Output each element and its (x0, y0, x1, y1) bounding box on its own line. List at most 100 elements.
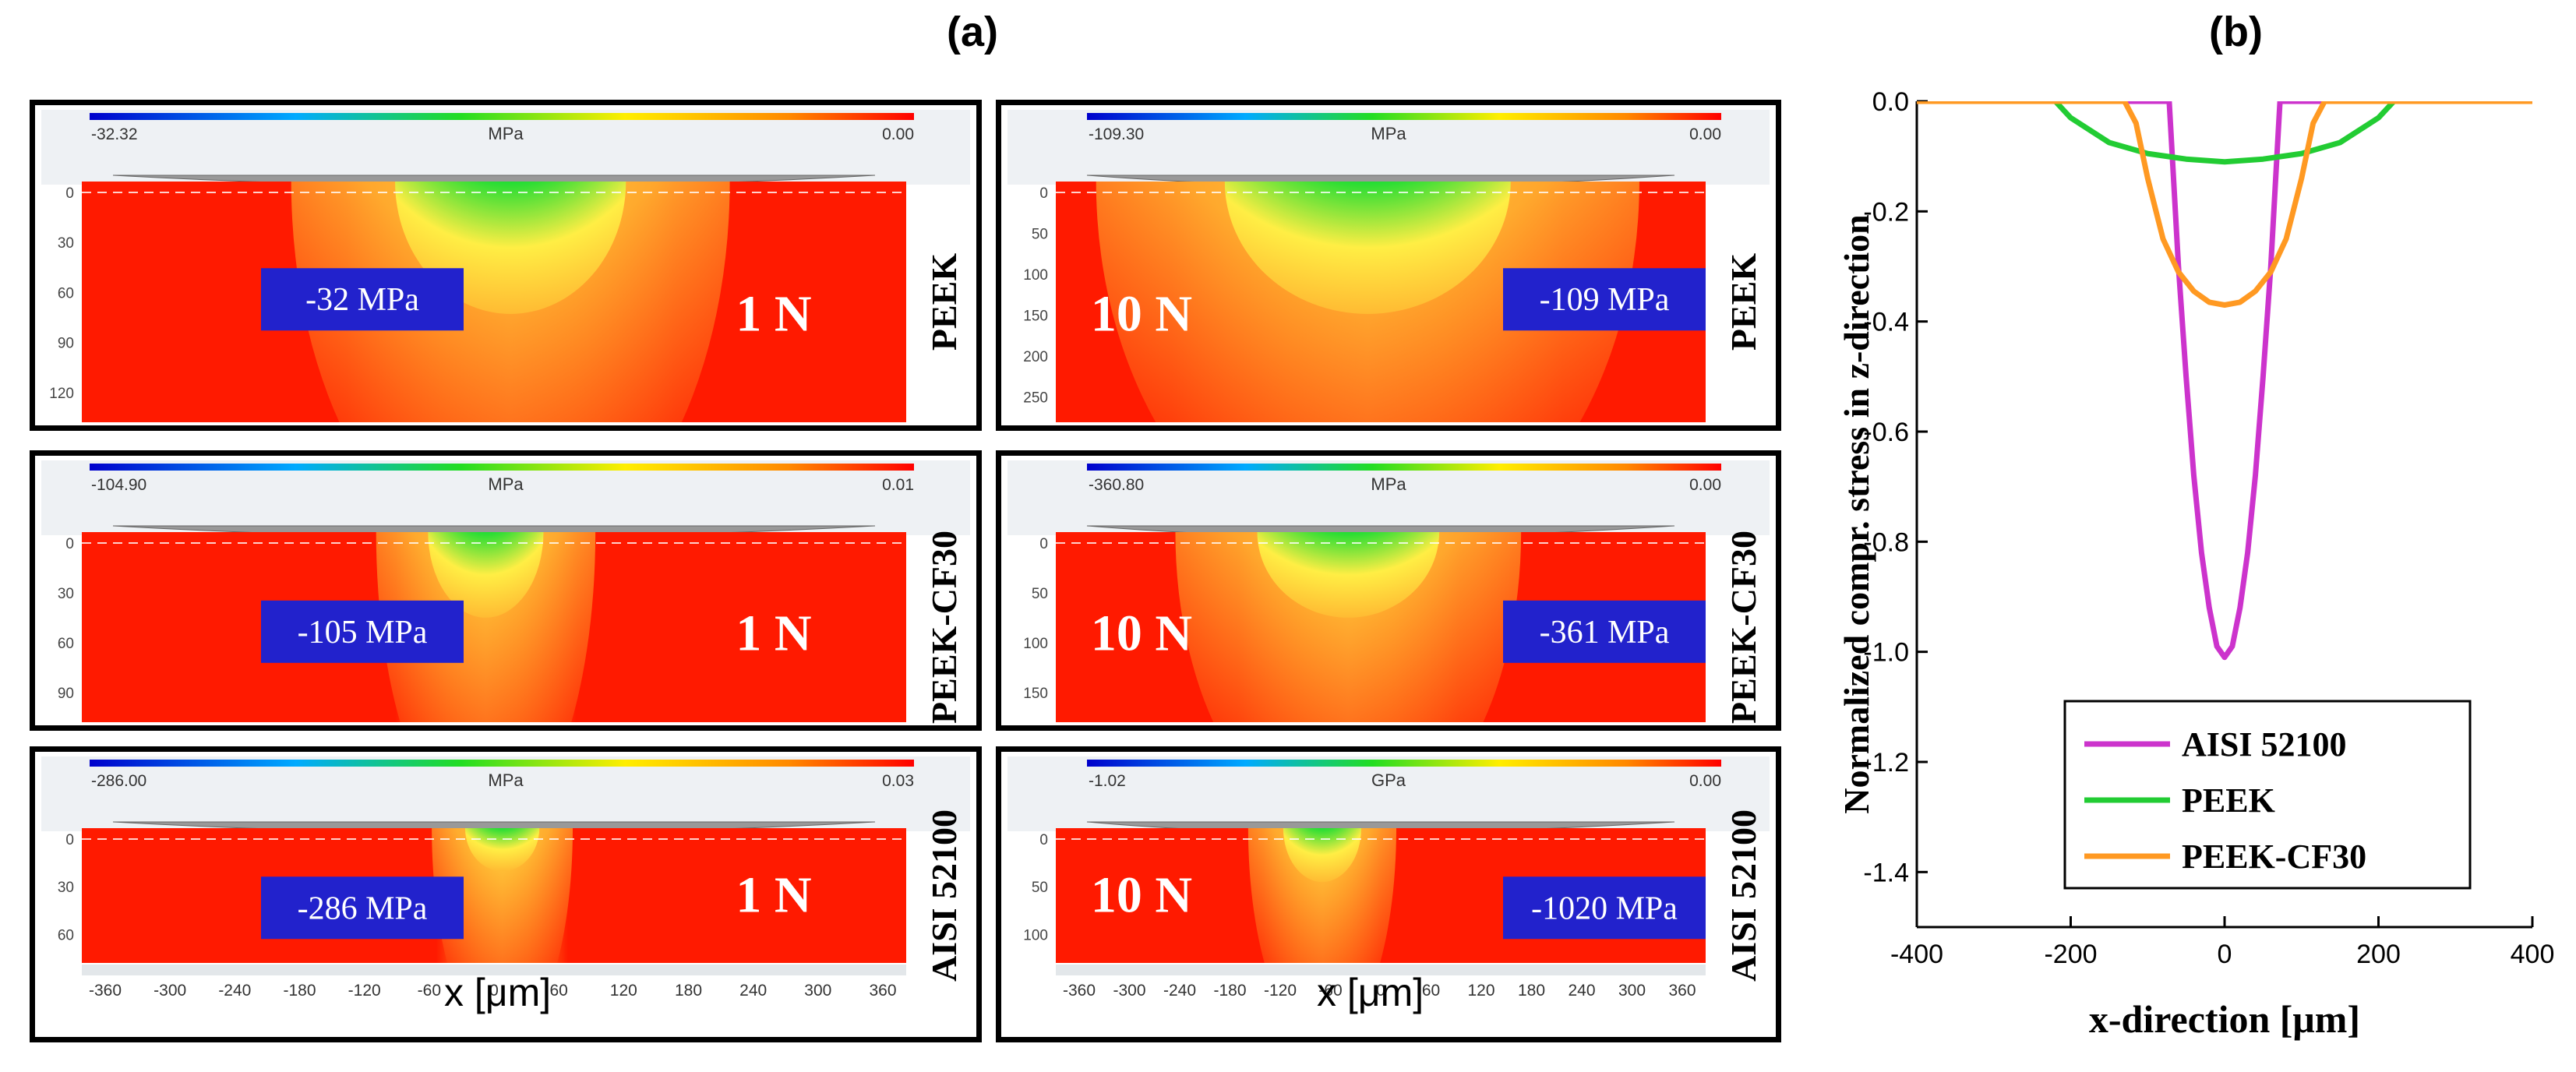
x-tick-label: 0 (1376, 982, 1385, 1000)
stress-label-box (1503, 876, 1706, 940)
depth-tick-label: 0 (65, 185, 74, 202)
x-tick-label: -240 (218, 982, 251, 1000)
colorbar-min-label: -1.02 (1089, 772, 1126, 790)
x-tick-label: 60 (549, 982, 567, 1000)
colorbar-max-label: 0.00 (882, 125, 914, 143)
stress-label: -1020 MPa (1531, 890, 1678, 926)
y-tick-label: -0.6 (1863, 418, 1909, 447)
x-tick-label: 180 (675, 982, 702, 1000)
colorbar-max-label: 0.01 (882, 476, 914, 494)
material-label: PEEK-CF30 (1724, 531, 1763, 724)
colorbar (90, 760, 914, 767)
depth-tick-label: 60 (58, 636, 74, 652)
colorbar-unit-label: MPa (488, 474, 524, 494)
fem-panel-5: -286.00 MPa 0.03 0 30 60 -360 -300 -240 -180 -120 -… (30, 746, 982, 1042)
x-tick-label: -60 (1318, 982, 1342, 1000)
x-tick-label: 360 (869, 982, 896, 1000)
depth-tick-label: 50 (1032, 586, 1048, 602)
depth-tick-label: 30 (58, 880, 74, 896)
x-tick-label: -120 (348, 982, 381, 1000)
stress-label: -109 MPa (1540, 282, 1670, 318)
x-tick-label: -400 (1890, 940, 1943, 969)
x-tick-label: 360 (1668, 982, 1696, 1000)
stress-label-box (1503, 268, 1706, 331)
load-label: 10 N (1091, 866, 1192, 923)
x-tick-label: 0 (2218, 940, 2232, 969)
colorbar-unit-label: MPa (1371, 124, 1406, 143)
depth-tick-label: 150 (1023, 686, 1048, 702)
y-tick-label: -1.2 (1863, 748, 1909, 778)
legend-entry: AISI 52100 (2182, 725, 2347, 763)
depth-tick-label: 60 (58, 285, 74, 302)
x-tick-label: -300 (1113, 982, 1145, 1000)
colorbar (90, 113, 914, 120)
load-label: 10 N (1091, 286, 1192, 343)
x-tick-label: -200 (2044, 940, 2097, 969)
depth-tick-label: 50 (1032, 880, 1048, 896)
x-tick-label: 240 (1568, 982, 1595, 1000)
x-tick-label: -120 (1264, 982, 1297, 1000)
x-tick-label: 0 (489, 982, 499, 1000)
stress-field (82, 182, 906, 422)
colorbar-min-label: -286.00 (91, 772, 146, 790)
x-tick-label: -360 (89, 982, 122, 1000)
load-label: 1 N (736, 605, 811, 661)
material-label: AISI 52100 (924, 809, 964, 982)
material-label: PEEK (924, 253, 964, 351)
stress-field (82, 828, 906, 963)
x-tick-label: 240 (739, 982, 767, 1000)
x-axis-label-right: x [μm] (1317, 971, 1424, 1014)
x-tick-label: 200 (2356, 940, 2401, 969)
depth-tick-label: 0 (1039, 832, 1048, 848)
colorbar (1087, 113, 1721, 120)
series-line-peek-cf30 (1917, 101, 2532, 308)
depth-tick-label: 60 (58, 927, 74, 943)
stress-field (82, 532, 906, 722)
depth-tick-label: 90 (58, 336, 74, 352)
x-tick-label: 400 (2511, 940, 2555, 969)
colorbar (1087, 464, 1721, 471)
y-tick-label: -0.2 (1863, 197, 1909, 227)
depth-tick-label: 200 (1023, 349, 1048, 365)
x-axis-label-left: x [μm] (444, 971, 552, 1014)
x-tick-label: 300 (804, 982, 831, 1000)
y-tick-label: -0.4 (1863, 308, 1909, 337)
load-label: 10 N (1091, 605, 1192, 661)
colorbar-unit-label: GPa (1371, 770, 1406, 790)
depth-tick-label: 250 (1023, 390, 1048, 407)
stress-label: -286 MPa (298, 890, 428, 926)
x-tick-label: -60 (418, 982, 441, 1000)
depth-tick-label: 50 (1032, 227, 1048, 243)
panel-label-a: (a) (947, 9, 998, 55)
stress-label-box (261, 600, 464, 663)
colorbar-unit-label: MPa (488, 124, 524, 143)
depth-tick-label: 100 (1023, 636, 1048, 652)
y-tick-label: -1.0 (1863, 638, 1909, 668)
colorbar-max-label: 0.00 (1689, 772, 1721, 790)
colorbar (1087, 760, 1721, 767)
x-tick-label: -240 (1163, 982, 1196, 1000)
depth-tick-label: 30 (58, 586, 74, 602)
depth-tick-label: 100 (1023, 927, 1048, 943)
material-label: PEEK (1724, 253, 1763, 351)
x-tick-label: 120 (1467, 982, 1494, 1000)
fem-panel-6: -1.02 GPa 0.00 0 50 100 -360 -300 -240 -180 -120 -6… (996, 746, 1781, 1042)
legend-entry: PEEK-CF30 (2182, 838, 2366, 876)
depth-tick-label: 100 (1023, 267, 1048, 284)
stress-label-box (261, 268, 464, 331)
colorbar-max-label: 0.03 (882, 772, 914, 790)
stress-label-box (1503, 600, 1706, 663)
stress-label: -32 MPa (305, 282, 419, 318)
x-tick-label: 120 (610, 982, 637, 1000)
y-tick-label: -0.8 (1863, 527, 1909, 557)
fem-panel-4: -360.80 MPa 0.00 0 50 100 150 -361 MPa 10 N PEEK-… (996, 450, 1781, 731)
depth-tick-label: 0 (65, 832, 74, 848)
depth-tick-label: 0 (1039, 536, 1048, 552)
material-label: PEEK-CF30 (924, 531, 964, 724)
load-label: 1 N (736, 866, 811, 923)
depth-tick-label: 0 (1039, 185, 1048, 202)
fem-panel-1: -32.32 MPa 0.00 0 30 60 90 120 -32 MPa 1 N PEEK (30, 100, 982, 431)
stress-label: -361 MPa (1540, 615, 1670, 651)
y-tick-label: -1.4 (1863, 858, 1909, 887)
fem-panel-2: -109.30 MPa 0.00 0 50 100 150 200 250 -109 MPa 10 … (996, 100, 1781, 431)
